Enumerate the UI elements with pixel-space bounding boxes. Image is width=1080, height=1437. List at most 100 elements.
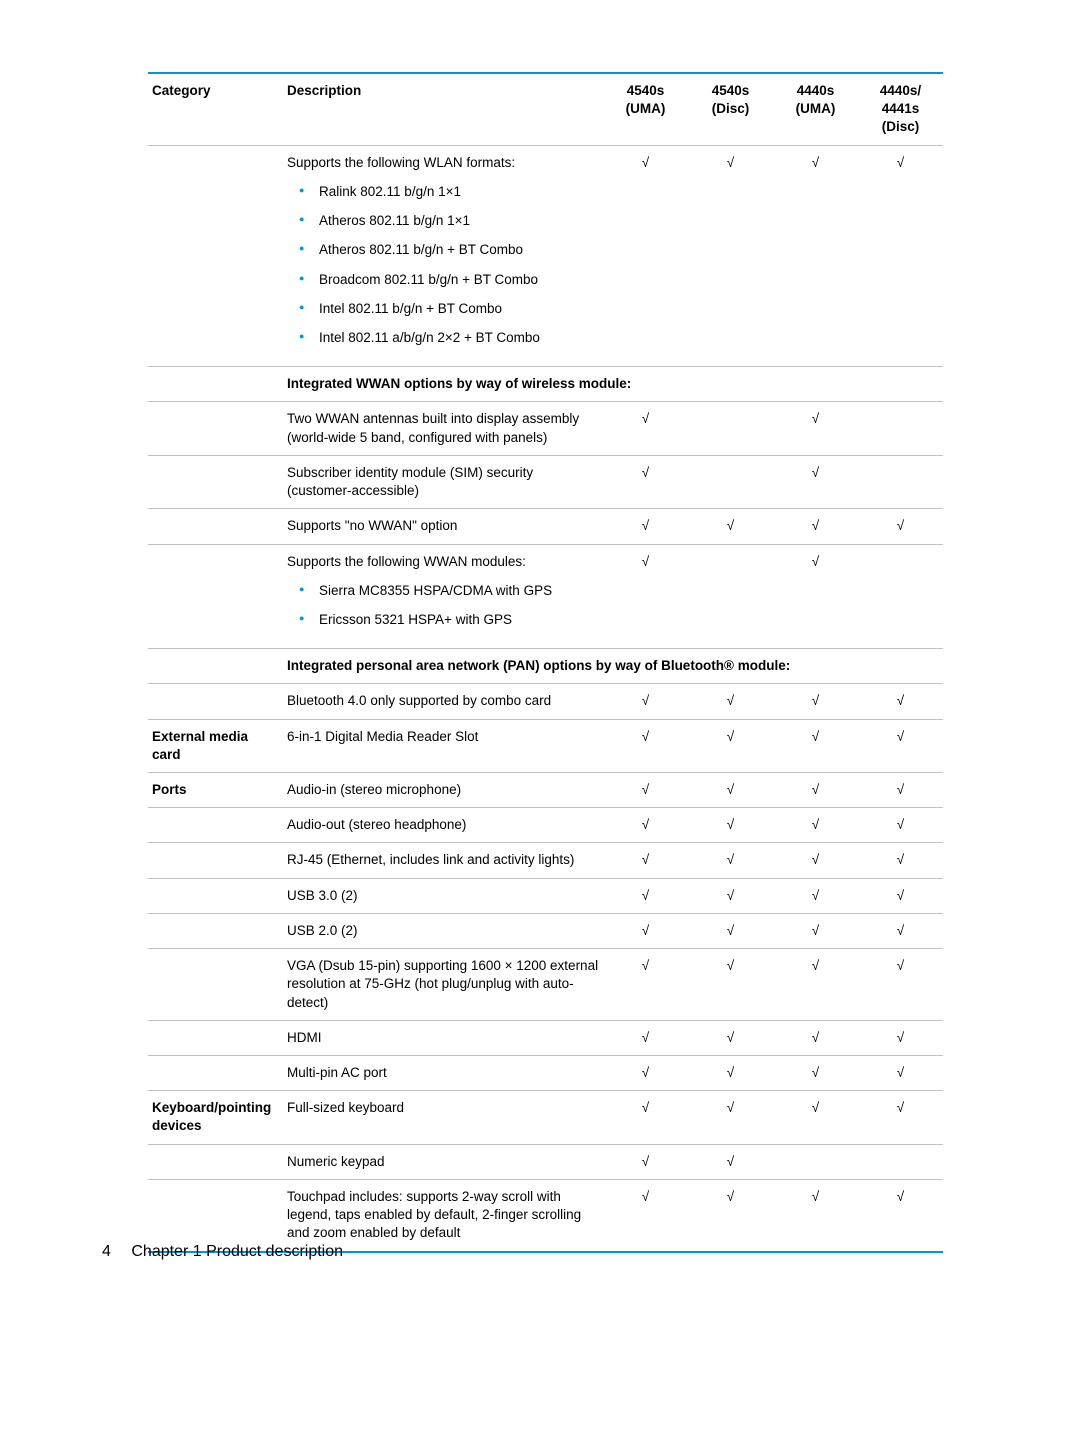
- table-header-row: Category Description 4540s (UMA) 4540s (…: [148, 73, 943, 145]
- table-row: Supports the following WWAN modules:Sier…: [148, 544, 943, 649]
- table-row: RJ-45 (Ethernet, includes link and activ…: [148, 843, 943, 878]
- check-cell: √: [603, 878, 688, 913]
- check-cell: √: [688, 773, 773, 808]
- bullet-item: Atheros 802.11 b/g/n 1×1: [305, 212, 599, 230]
- header-col-1: 4540s (Disc): [688, 73, 773, 145]
- check-cell: √: [603, 808, 688, 843]
- check-cell: √: [603, 402, 688, 455]
- category-cell: [148, 509, 283, 544]
- table-row: Integrated personal area network (PAN) o…: [148, 649, 943, 684]
- description-text: Supports the following WLAN formats:: [287, 155, 515, 170]
- check-cell: √: [773, 808, 858, 843]
- check-cell: √: [603, 544, 688, 649]
- check-cell: √: [858, 808, 943, 843]
- description-cell: Supports the following WLAN formats: Rali…: [283, 145, 603, 367]
- check-cell: [688, 544, 773, 649]
- table-row: Integrated WWAN options by way of wirele…: [148, 367, 943, 402]
- check-cell: √: [773, 544, 858, 649]
- check-cell: √: [773, 145, 858, 367]
- description-cell: Audio-out (stereo headphone): [283, 808, 603, 843]
- bullet-item: Intel 802.11 a/b/g/n 2×2 + BT Combo: [305, 329, 599, 347]
- check-cell: √: [688, 949, 773, 1021]
- check-cell: √: [603, 1091, 688, 1144]
- check-cell: √: [773, 1056, 858, 1091]
- check-cell: √: [688, 808, 773, 843]
- category-cell: [148, 402, 283, 455]
- check-cell: √: [688, 1091, 773, 1144]
- description-cell: Touchpad includes: supports 2-way scroll…: [283, 1179, 603, 1251]
- check-cell: √: [858, 773, 943, 808]
- check-cell: [858, 402, 943, 455]
- check-cell: [858, 455, 943, 508]
- table-row: Numeric keypad√√: [148, 1144, 943, 1179]
- description-cell: USB 3.0 (2): [283, 878, 603, 913]
- table-body: Supports the following WLAN formats: Rali…: [148, 145, 943, 1251]
- description-text: Numeric keypad: [287, 1154, 385, 1169]
- check-cell: √: [603, 1020, 688, 1055]
- header-col-2: 4440s (UMA): [773, 73, 858, 145]
- check-cell: √: [773, 773, 858, 808]
- description-cell: Bluetooth 4.0 only supported by combo ca…: [283, 684, 603, 719]
- bullet-item: Ericsson 5321 HSPA+ with GPS: [305, 611, 599, 629]
- description-cell: VGA (Dsub 15-pin) supporting 1600 × 1200…: [283, 949, 603, 1021]
- description-text: Full-sized keyboard: [287, 1100, 404, 1115]
- check-cell: √: [688, 1179, 773, 1251]
- category-cell: [148, 1144, 283, 1179]
- check-cell: √: [603, 455, 688, 508]
- description-text: USB 2.0 (2): [287, 923, 358, 938]
- description-text: Audio-in (stereo microphone): [287, 782, 461, 797]
- check-cell: √: [773, 402, 858, 455]
- header-description: Description: [283, 73, 603, 145]
- table-row: Supports the following WLAN formats: Rali…: [148, 145, 943, 367]
- check-cell: √: [688, 1020, 773, 1055]
- check-cell: [858, 544, 943, 649]
- check-cell: √: [603, 949, 688, 1021]
- check-cell: √: [688, 719, 773, 772]
- description-text: USB 3.0 (2): [287, 888, 358, 903]
- check-cell: √: [858, 1056, 943, 1091]
- description-text: Supports "no WWAN" option: [287, 518, 457, 533]
- description-cell: Full-sized keyboard: [283, 1091, 603, 1144]
- check-cell: √: [688, 684, 773, 719]
- check-cell: √: [603, 1144, 688, 1179]
- category-cell: Ports: [148, 773, 283, 808]
- table-row: Subscriber identity module (SIM) securit…: [148, 455, 943, 508]
- description-cell: Audio-in (stereo microphone): [283, 773, 603, 808]
- category-cell: [148, 145, 283, 367]
- check-cell: [688, 402, 773, 455]
- section-heading: Integrated personal area network (PAN) o…: [283, 649, 943, 684]
- check-cell: √: [603, 843, 688, 878]
- category-cell: Keyboard/pointing devices: [148, 1091, 283, 1144]
- check-cell: √: [773, 719, 858, 772]
- description-text: Two WWAN antennas built into display ass…: [287, 411, 579, 444]
- bullet-item: Sierra MC8355 HSPA/CDMA with GPS: [305, 582, 599, 600]
- table-row: Keyboard/pointing devices Full-sized keyb…: [148, 1091, 943, 1144]
- check-cell: √: [773, 843, 858, 878]
- category-cell: [148, 455, 283, 508]
- section-heading: Integrated WWAN options by way of wirele…: [283, 367, 943, 402]
- category-cell: [148, 1179, 283, 1251]
- bullet-item: Ralink 802.11 b/g/n 1×1: [305, 183, 599, 201]
- check-cell: √: [688, 509, 773, 544]
- check-cell: √: [858, 1179, 943, 1251]
- description-text: Multi-pin AC port: [287, 1065, 387, 1080]
- check-cell: √: [858, 684, 943, 719]
- check-cell: √: [858, 1020, 943, 1055]
- bullet-item: Atheros 802.11 b/g/n + BT Combo: [305, 241, 599, 259]
- description-cell: Numeric keypad: [283, 1144, 603, 1179]
- category-cell: [148, 878, 283, 913]
- header-col-3: 4440s/ 4441s (Disc): [858, 73, 943, 145]
- check-cell: √: [858, 1091, 943, 1144]
- description-cell: Subscriber identity module (SIM) securit…: [283, 455, 603, 508]
- category-cell: External media card: [148, 719, 283, 772]
- bullet-item: Broadcom 802.11 b/g/n + BT Combo: [305, 271, 599, 289]
- table-row: Bluetooth 4.0 only supported by combo ca…: [148, 684, 943, 719]
- description-cell: Multi-pin AC port: [283, 1056, 603, 1091]
- description-text: VGA (Dsub 15-pin) supporting 1600 × 1200…: [287, 958, 598, 1009]
- description-text: Bluetooth 4.0 only supported by combo ca…: [287, 693, 551, 708]
- check-cell: √: [773, 509, 858, 544]
- check-cell: √: [603, 684, 688, 719]
- table-row: VGA (Dsub 15-pin) supporting 1600 × 1200…: [148, 949, 943, 1021]
- bullet-item: Intel 802.11 b/g/n + BT Combo: [305, 300, 599, 318]
- category-cell: [148, 913, 283, 948]
